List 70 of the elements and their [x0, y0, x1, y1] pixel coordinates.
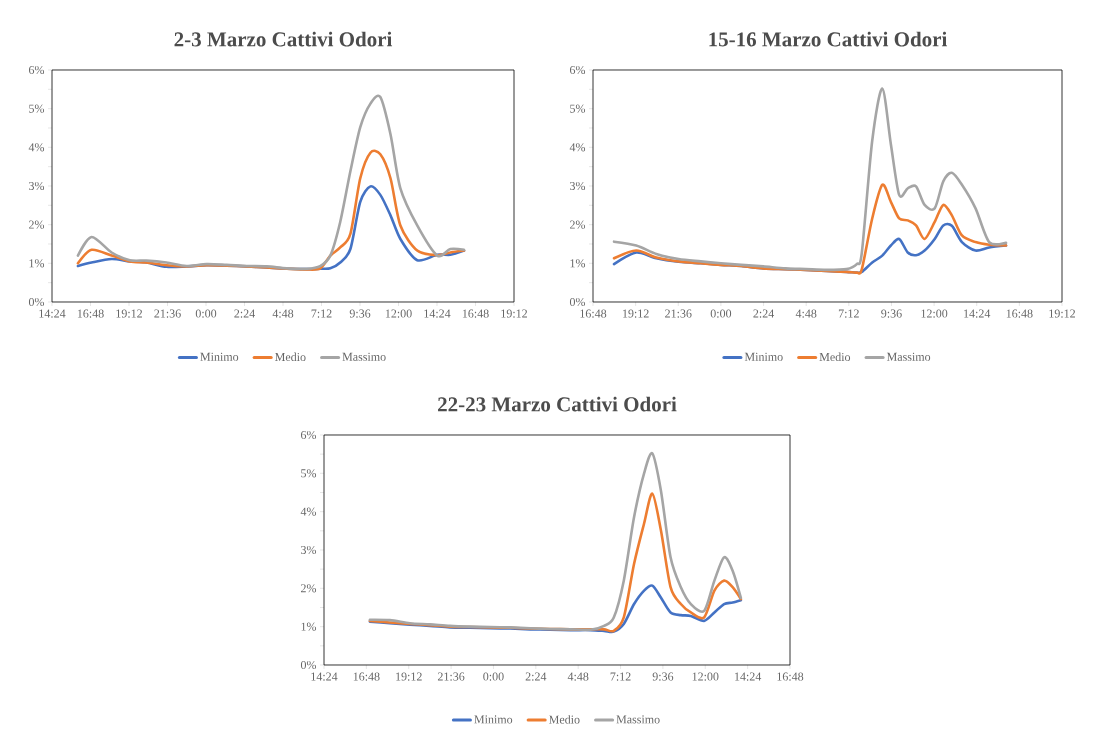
x-tick-label: 7:12 — [610, 672, 631, 681]
x-tick-label: 14:24 — [424, 309, 451, 318]
x-tick-label: 19:12 — [623, 309, 649, 318]
x-tick-label: 9:36 — [349, 309, 371, 318]
x-tick-label: 2:24 — [525, 672, 547, 681]
x-tick-label: 21:36 — [437, 672, 465, 681]
x-tick-label: 16:48 — [462, 309, 489, 318]
x-tick-label: 21:36 — [154, 309, 181, 318]
y-tick-label: 5% — [29, 104, 45, 113]
x-tick-label: 4:48 — [272, 309, 294, 318]
x-tick-label: 0:00 — [195, 309, 217, 318]
x-tick-label: 2:24 — [753, 309, 775, 318]
legend-label: Minimo — [200, 352, 239, 361]
legend-label: Minimo — [474, 715, 513, 724]
y-tick-label: 1% — [29, 259, 45, 268]
x-tick-label: 12:00 — [692, 672, 719, 681]
y-tick-label: 3% — [301, 545, 317, 555]
chart-title: 15-16 Marzo Cattivi Odori — [709, 31, 948, 47]
x-tick-label: 21:36 — [665, 309, 692, 318]
x-tick-label: 14:24 — [311, 672, 338, 681]
x-tick-label: 16:48 — [777, 672, 804, 681]
x-tick-label: 14:24 — [39, 309, 66, 318]
y-tick-label: 4% — [569, 143, 586, 152]
x-tick-label: 4:48 — [795, 309, 817, 318]
y-tick-label: 2% — [29, 220, 45, 229]
x-tick-label: 7:12 — [838, 309, 859, 318]
x-tick-label: 0:00 — [483, 672, 504, 681]
x-tick-label: 19:12 — [1049, 309, 1076, 318]
x-tick-label: 14:24 — [735, 672, 762, 681]
chart-title: 2-3 Marzo Cattivi Odori — [174, 31, 393, 47]
x-tick-label: 12:00 — [385, 309, 412, 318]
x-tick-label: 2:24 — [234, 309, 255, 318]
y-tick-label: 6% — [28, 65, 45, 75]
y-tick-label: 3% — [570, 181, 586, 191]
y-tick-label: 0% — [28, 297, 45, 307]
x-tick-label: 16:48 — [353, 672, 380, 681]
y-tick-label: 2% — [570, 220, 586, 229]
x-tick-label: 19:12 — [501, 309, 528, 318]
legend-label: Massimo — [342, 352, 386, 361]
x-tick-label: 9:36 — [652, 672, 674, 681]
x-tick-label: 16:48 — [580, 309, 607, 318]
x-tick-label: 16:48 — [1006, 309, 1033, 318]
y-tick-label: 0% — [300, 660, 317, 670]
x-tick-label: 16:48 — [77, 309, 104, 318]
x-tick-label: 7:12 — [311, 309, 332, 318]
legend-label: Medio — [549, 715, 580, 724]
y-tick-label: 5% — [301, 469, 317, 478]
y-tick-label: 1% — [301, 622, 317, 631]
x-tick-label: 9:36 — [881, 309, 902, 318]
legend-label: Minimo — [744, 352, 783, 361]
x-tick-label: 14:24 — [964, 309, 991, 318]
chart-title: 22-23 Marzo Cattivi Odori — [438, 396, 677, 412]
x-tick-label: 4:48 — [567, 672, 589, 681]
y-tick-label: 4% — [300, 507, 317, 516]
y-tick-label: 4% — [28, 143, 45, 152]
legend-label: Medio — [819, 352, 851, 362]
legend-label: Massimo — [886, 352, 931, 361]
y-tick-label: 2% — [301, 584, 317, 593]
y-tick-label: 1% — [570, 259, 586, 268]
y-tick-label: 3% — [29, 181, 45, 191]
legend-label: Massimo — [616, 715, 660, 724]
x-tick-label: 12:00 — [921, 309, 948, 318]
y-tick-label: 6% — [569, 65, 586, 75]
x-tick-label: 19:12 — [396, 672, 422, 681]
y-tick-label: 5% — [570, 104, 586, 113]
y-tick-label: 0% — [569, 297, 586, 307]
y-tick-label: 6% — [300, 430, 317, 440]
legend-label: Medio — [275, 352, 306, 362]
x-tick-label: 19:12 — [116, 309, 143, 318]
x-tick-label: 0:00 — [710, 309, 732, 318]
